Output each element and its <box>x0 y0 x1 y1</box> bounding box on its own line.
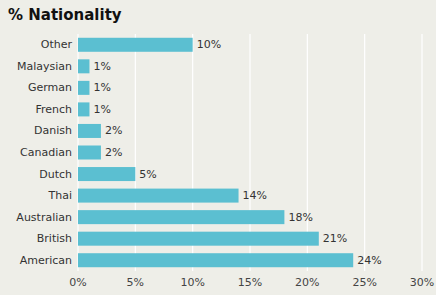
y-tick-label: Other <box>41 38 73 51</box>
bars <box>78 38 353 267</box>
bar <box>78 253 353 267</box>
y-tick-label: British <box>37 232 72 245</box>
bar <box>78 189 239 203</box>
bar <box>78 81 89 95</box>
data-label: 2% <box>105 124 122 137</box>
data-label: 18% <box>288 211 312 224</box>
data-label: 2% <box>105 146 122 159</box>
data-label: 1% <box>93 81 110 94</box>
bar <box>78 232 319 246</box>
data-label: 5% <box>139 168 156 181</box>
x-tick-label: 25% <box>352 276 376 289</box>
x-axis: 0% 5% 10% 15% 20% 25% 30% <box>69 276 434 289</box>
chart-svg: % Nationality 0% 5% 10% 15% 20% 25% 30% Other Mal… <box>0 0 436 295</box>
y-tick-label: Australian <box>16 211 72 224</box>
y-tick-label: American <box>20 254 72 267</box>
data-label: 1% <box>93 60 110 73</box>
y-tick-label: Danish <box>34 124 72 137</box>
bar <box>78 38 193 52</box>
y-tick-label: Dutch <box>39 168 72 181</box>
bar <box>78 59 89 73</box>
bar <box>78 102 89 116</box>
data-label: 10% <box>197 38 221 51</box>
y-tick-label: German <box>28 81 72 94</box>
title: % Nationality <box>8 6 122 24</box>
bar <box>78 145 101 159</box>
y-tick-label: Canadian <box>20 146 72 159</box>
y-tick-label: French <box>35 103 72 116</box>
background <box>0 0 436 295</box>
x-tick-label: 15% <box>238 276 262 289</box>
y-axis: Other Malaysian German French Danish Canadian… <box>16 38 72 266</box>
bar <box>78 124 101 138</box>
data-labels: 10% 1% 1% 1% 2% 2% 5% 14% 18% 21% 24% <box>93 38 381 266</box>
bar <box>78 210 284 224</box>
bar <box>78 167 135 181</box>
x-tick-label: 10% <box>180 276 204 289</box>
x-tick-label: 30% <box>410 276 434 289</box>
grid-line <box>364 34 365 271</box>
grid <box>78 34 422 271</box>
y-tick-label: Thai <box>48 189 73 202</box>
data-label: 14% <box>243 189 267 202</box>
chart-container: % Nationality 0% 5% 10% 15% 20% 25% 30% Other Mal… <box>0 0 436 295</box>
data-label: 24% <box>357 254 381 267</box>
grid-line <box>421 34 422 271</box>
data-label: 1% <box>93 103 110 116</box>
x-tick-label: 0% <box>69 276 86 289</box>
x-tick-label: 20% <box>295 276 319 289</box>
data-label: 21% <box>323 232 347 245</box>
y-tick-label: Malaysian <box>17 60 72 73</box>
x-tick-label: 5% <box>127 276 144 289</box>
